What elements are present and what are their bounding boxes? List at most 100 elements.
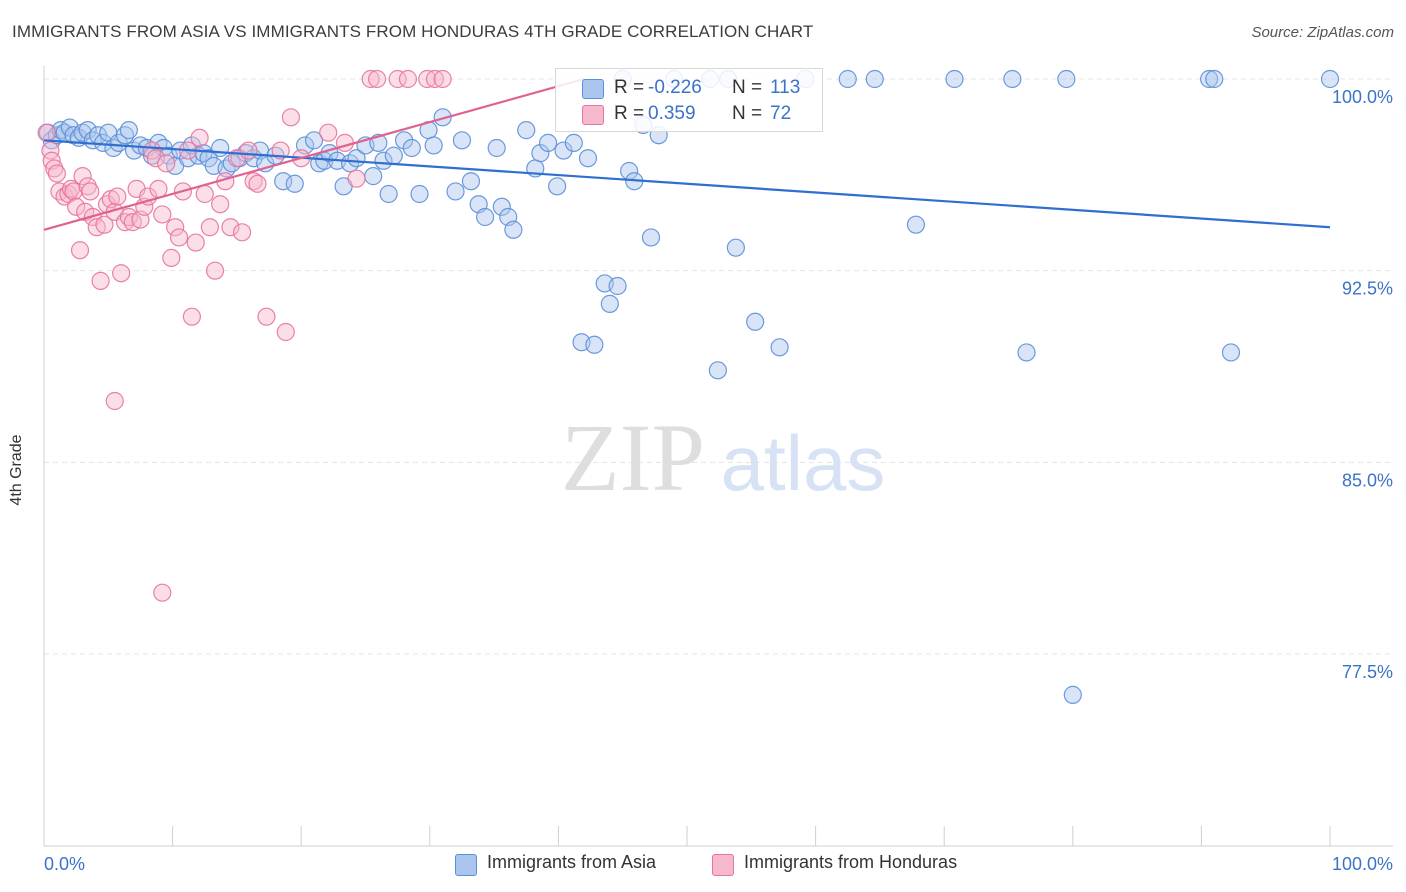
asia-point	[304, 131, 324, 150]
legend-r-value-asia: -0.226	[648, 77, 702, 98]
honduras-point	[205, 261, 225, 280]
asia-point	[608, 276, 627, 296]
honduras-point	[182, 307, 201, 326]
chart-source: Source: ZipAtlas.com	[1251, 24, 1394, 41]
honduras-point	[78, 177, 97, 196]
asia-point	[1003, 69, 1022, 89]
honduras-point	[388, 69, 407, 89]
asia-point	[78, 121, 97, 140]
legend-swatch-asia	[582, 79, 604, 99]
asia-point	[865, 69, 884, 89]
asia-point	[1017, 343, 1036, 362]
asia-point	[492, 197, 511, 216]
honduras-point	[105, 391, 124, 411]
asia-point	[410, 184, 429, 204]
honduras-point	[347, 169, 366, 188]
asia-point	[585, 335, 604, 354]
honduras-point	[149, 179, 168, 198]
y-tick-label: 85.0%	[1342, 470, 1393, 490]
honduras-point	[37, 123, 56, 142]
asia-point	[379, 184, 398, 204]
asia-point	[194, 144, 213, 163]
honduras-point	[271, 141, 290, 160]
asia-point	[504, 220, 523, 239]
honduras-point	[319, 123, 338, 142]
bottom-legend-swatch-honduras	[712, 854, 734, 876]
honduras-point	[45, 159, 64, 178]
trend-lines	[43, 77, 1331, 231]
honduras-point	[361, 69, 380, 89]
honduras-point	[91, 271, 110, 290]
honduras-point	[108, 187, 127, 206]
honduras-point	[157, 154, 176, 173]
honduras-point	[398, 69, 418, 89]
honduras-point	[232, 223, 252, 242]
axes	[43, 66, 1393, 847]
x-tick-label-right: 100.0%	[1332, 854, 1393, 874]
watermark-zip: ZIP	[561, 404, 705, 511]
watermark-atlas: atlas	[721, 419, 886, 507]
honduras-point	[166, 218, 185, 237]
honduras-point	[335, 133, 355, 152]
asia-point	[384, 146, 403, 165]
honduras-trend-line	[43, 77, 585, 231]
asia-point	[945, 69, 964, 89]
honduras-point	[112, 264, 131, 283]
y-tick-label: 92.5%	[1342, 279, 1393, 299]
asia-point	[517, 121, 536, 140]
honduras-point	[211, 195, 230, 214]
asia-point	[452, 131, 472, 150]
asia-point	[1221, 343, 1241, 362]
asia-point	[726, 238, 745, 257]
asia-point	[746, 312, 765, 331]
legend-n-value-honduras: 72	[770, 103, 792, 124]
legend-swatch-honduras	[582, 105, 604, 125]
asia-point	[424, 136, 443, 155]
asia-point	[487, 138, 506, 158]
honduras-point	[190, 128, 209, 147]
legend-n-value-asia: 113	[770, 77, 801, 98]
honduras-point	[425, 69, 445, 89]
y-tick-label: 77.5%	[1342, 662, 1393, 682]
legend-r-value-honduras: 0.359	[648, 103, 696, 124]
asia-point	[374, 151, 393, 170]
honduras-point	[281, 108, 301, 127]
asia-point	[838, 69, 857, 89]
legend-row-asia: R = -0.226 N = 113	[556, 75, 822, 101]
asia-point	[1200, 69, 1219, 89]
honduras-point	[239, 141, 258, 160]
honduras-point	[146, 149, 165, 168]
honduras-point	[153, 583, 172, 602]
honduras-point	[248, 174, 267, 193]
correlation-legend: R = -0.226 N = 113 R = 0.359 N = 72	[555, 68, 823, 132]
asia-trend-line	[43, 139, 1331, 229]
asia-point	[906, 215, 926, 234]
asia-point	[461, 172, 481, 191]
honduras-point	[195, 184, 214, 204]
asia-point	[641, 228, 661, 247]
honduras-point	[95, 215, 114, 234]
bottom-legend-label-asia: Immigrants from Asia	[487, 852, 657, 872]
asia-point	[770, 338, 789, 357]
honduras-point	[73, 167, 92, 186]
honduras-point	[257, 307, 276, 326]
honduras-point	[67, 197, 86, 216]
asia-point	[578, 149, 598, 168]
legend-r-label: R =	[614, 77, 645, 98]
asia-point	[1063, 685, 1082, 704]
honduras-point	[276, 322, 295, 342]
asia-point	[211, 138, 230, 158]
honduras-point	[433, 69, 452, 89]
asia-point	[1320, 69, 1340, 89]
asia-point	[364, 167, 383, 186]
honduras-point	[153, 205, 172, 224]
asia-point	[394, 131, 414, 150]
legend-r-label: R =	[614, 103, 645, 124]
honduras-point	[221, 218, 240, 237]
x-tick-label-left: 0.0%	[44, 854, 85, 874]
asia-point	[539, 133, 558, 152]
asia-point	[1057, 69, 1076, 89]
honduras-point	[169, 228, 189, 247]
asia-point	[554, 141, 573, 160]
